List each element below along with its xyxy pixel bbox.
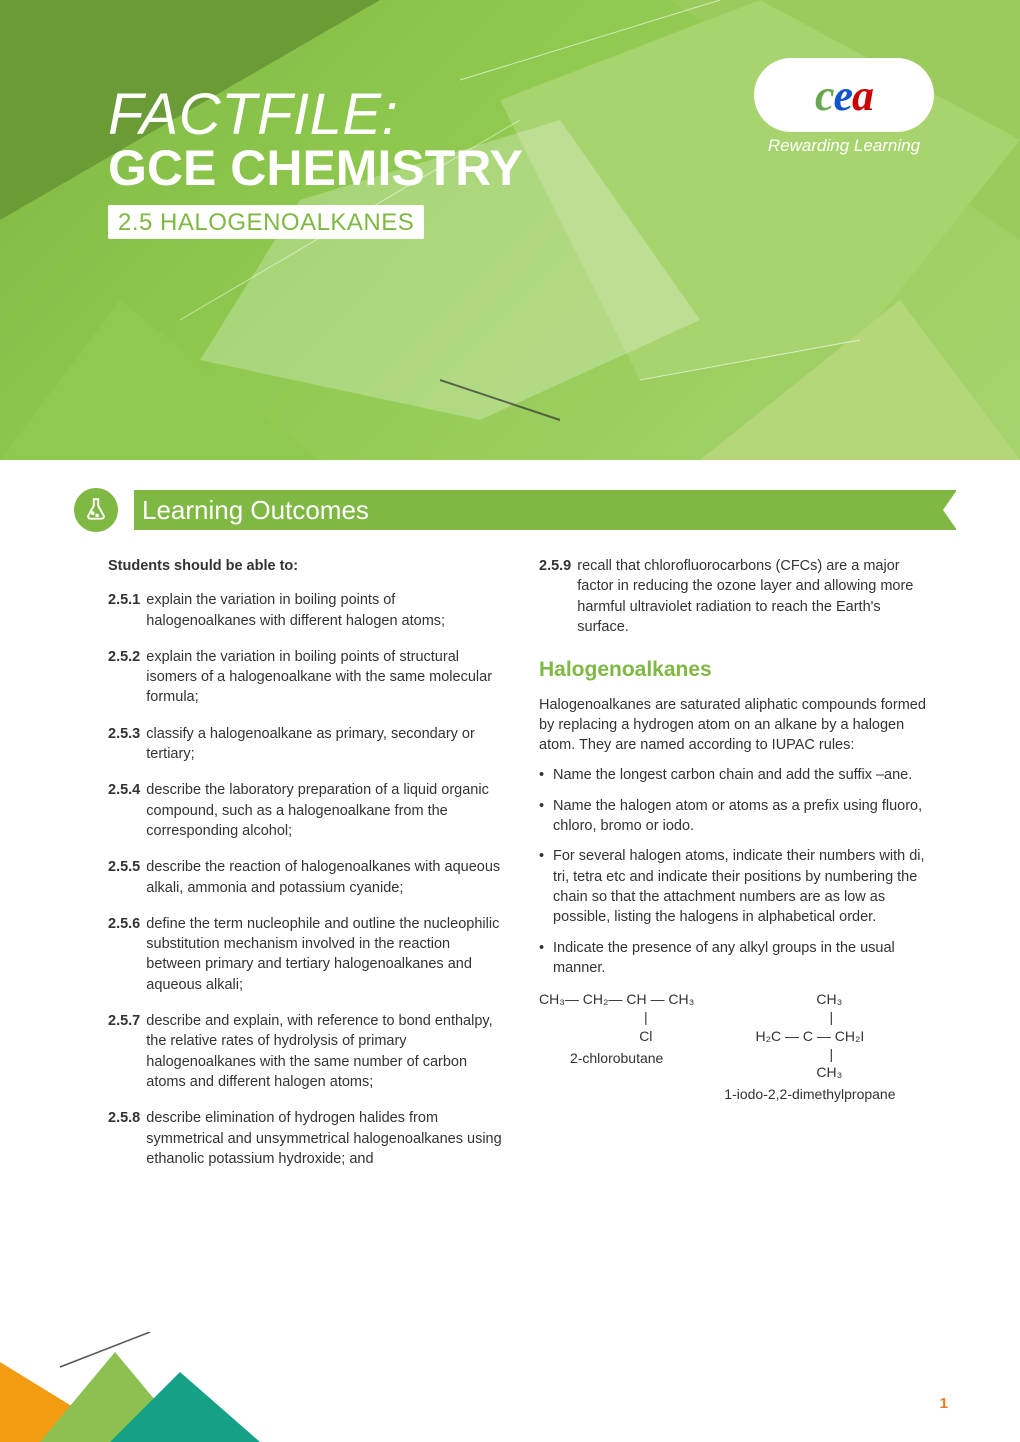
lo-text: describe the laboratory preparation of a…	[146, 780, 503, 841]
logo-badge: cea	[754, 58, 934, 132]
lo-item-259: 2.5.9 recall that chlorofluorocarbons (C…	[539, 556, 934, 637]
rule-bullet: Indicate the presence of any alkyl group…	[539, 938, 934, 979]
lo-text: describe the reaction of halogenoalkanes…	[146, 857, 503, 898]
section-heading-bar: Learning Outcomes	[134, 490, 956, 530]
hero-banner: FACTFILE: GCE CHEMISTRY 2.5 HALOGENOALKA…	[0, 0, 1020, 460]
content-area: Students should be able to: 2.5.1explain…	[108, 556, 934, 1185]
lo-number: 2.5.4	[108, 780, 140, 841]
rule-bullet: Name the longest carbon chain and add th…	[539, 765, 934, 785]
lo-number: 2.5.6	[108, 914, 140, 995]
lo-item: 2.5.2explain the variation in boiling po…	[108, 647, 503, 708]
lo-item: 2.5.7describe and explain, with referenc…	[108, 1011, 503, 1092]
rule-bullet: For several halogen atoms, indicate thei…	[539, 846, 934, 927]
structure-name: 1-iodo-2,2-dimethylpropane	[724, 1085, 895, 1103]
lo-number: 2.5.1	[108, 590, 140, 631]
lo-item: 2.5.5describe the reaction of halogenoal…	[108, 857, 503, 898]
left-column: Students should be able to: 2.5.1explain…	[108, 556, 503, 1185]
title-topic: 2.5 HALOGENOALKANES	[108, 205, 424, 239]
footer-triangles	[0, 1332, 260, 1442]
intro-line: Students should be able to:	[108, 556, 503, 576]
lo-item: 2.5.6define the term nucleophile and out…	[108, 914, 503, 995]
lo-number: 2.5.9	[539, 556, 571, 637]
structure-examples: CH₃— CH₂— CH — CH₃ | Cl 2-chlorobutane C…	[539, 990, 934, 1103]
right-column: 2.5.9 recall that chlorofluorocarbons (C…	[539, 556, 934, 1185]
lo-text: recall that chlorofluorocarbons (CFCs) a…	[577, 556, 934, 637]
rule-bullet: Name the halogen atom or atoms as a pref…	[539, 796, 934, 837]
lo-number: 2.5.7	[108, 1011, 140, 1092]
flask-icon	[74, 488, 118, 532]
section-heading: Learning Outcomes	[142, 495, 369, 526]
title-factfile: FACTFILE:	[108, 86, 523, 144]
lo-item: 2.5.4describe the laboratory preparation…	[108, 780, 503, 841]
formula: CH₃ | H₂C — C — CH₂I | CH₃	[724, 990, 895, 1081]
cea-logo: cea Rewarding Learning	[754, 58, 934, 156]
lo-item: 2.5.1explain the variation in boiling po…	[108, 590, 503, 631]
logo-tagline: Rewarding Learning	[754, 136, 934, 156]
lo-text: explain the variation in boiling points …	[146, 590, 503, 631]
naming-rules-list: Name the longest carbon chain and add th…	[539, 765, 934, 978]
lo-text: describe and explain, with reference to …	[146, 1011, 503, 1092]
page-number: 1	[940, 1395, 948, 1412]
lo-item: 2.5.8describe elimination of hydrogen ha…	[108, 1108, 503, 1169]
subsection-heading: Halogenoalkanes	[539, 655, 934, 684]
title-subject: GCE CHEMISTRY	[108, 142, 523, 195]
lo-text: describe elimination of hydrogen halides…	[146, 1108, 503, 1169]
section-band: Learning Outcomes	[74, 488, 956, 532]
lo-number: 2.5.3	[108, 724, 140, 765]
lo-number: 2.5.8	[108, 1108, 140, 1169]
lo-item: 2.5.3classify a halogenoalkane as primar…	[108, 724, 503, 765]
logo-letter-e: e	[834, 70, 853, 121]
lo-text: explain the variation in boiling points …	[146, 647, 503, 708]
title-block: FACTFILE: GCE CHEMISTRY 2.5 HALOGENOALKA…	[108, 86, 523, 239]
structure-name: 2-chlorobutane	[539, 1049, 694, 1067]
logo-letter-a: a	[852, 70, 873, 121]
intro-paragraph: Halogenoalkanes are saturated aliphatic …	[539, 695, 934, 756]
lo-number: 2.5.2	[108, 647, 140, 708]
lo-text: define the term nucleophile and outline …	[146, 914, 503, 995]
lo-number: 2.5.5	[108, 857, 140, 898]
structure-2-chlorobutane: CH₃— CH₂— CH — CH₃ | Cl 2-chlorobutane	[539, 990, 694, 1103]
logo-letter-c: c	[815, 70, 834, 121]
formula: CH₃— CH₂— CH — CH₃ | Cl	[539, 990, 694, 1045]
learning-outcomes-list: 2.5.1explain the variation in boiling po…	[108, 590, 503, 1169]
structure-1-iodo-dimethylpropane: CH₃ | H₂C — C — CH₂I | CH₃ 1-iodo-2,2-di…	[724, 990, 895, 1103]
lo-text: classify a halogenoalkane as primary, se…	[146, 724, 503, 765]
